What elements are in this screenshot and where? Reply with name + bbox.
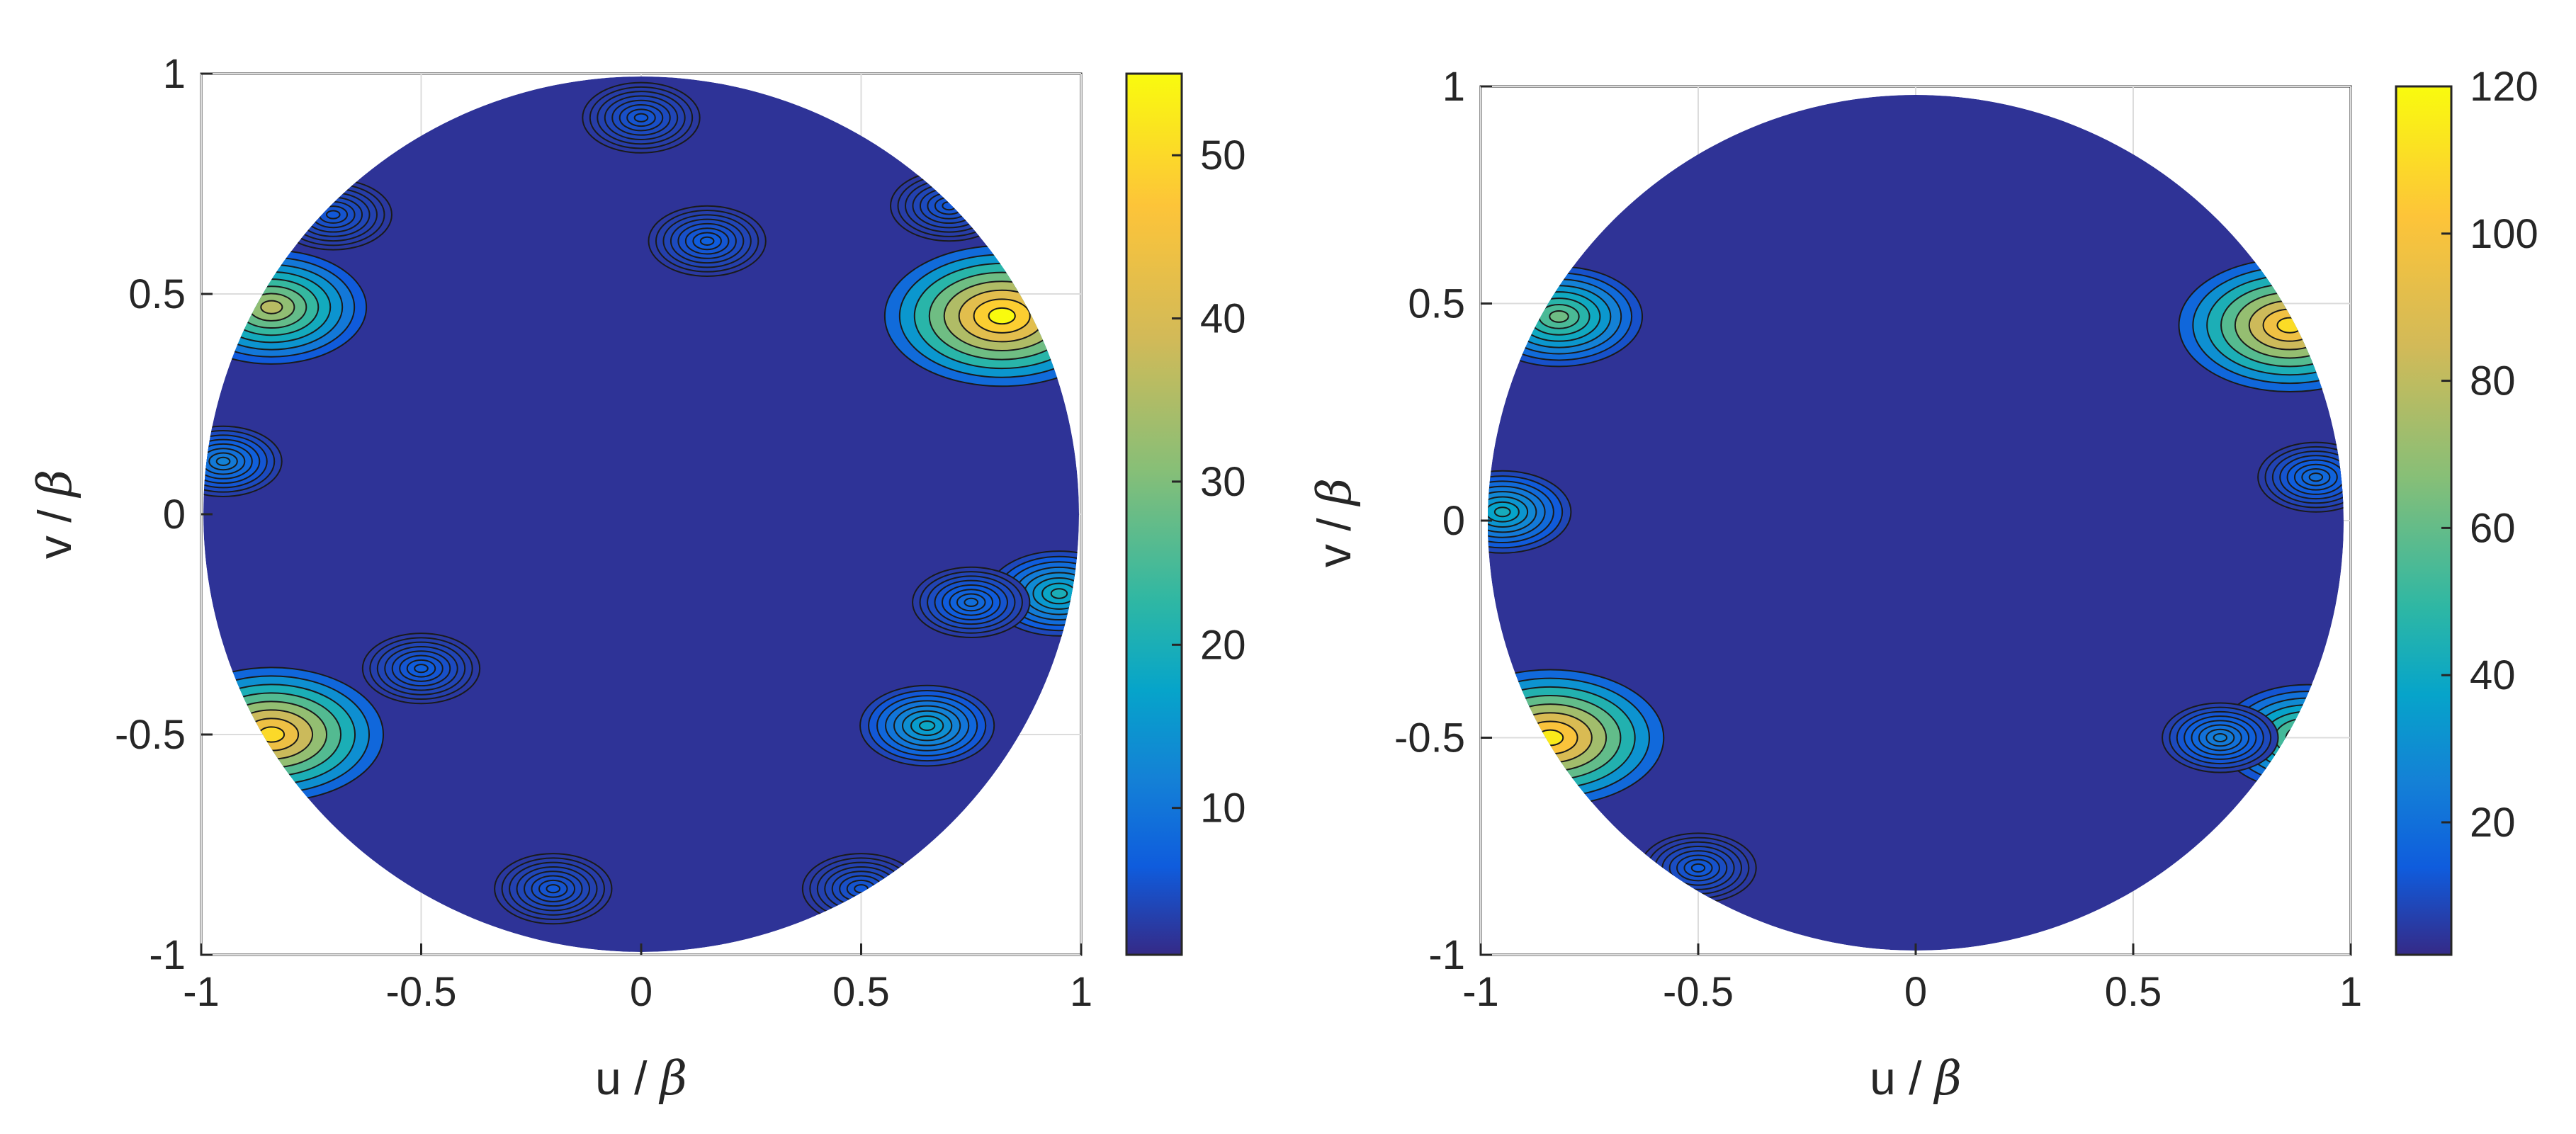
contour-level <box>699 236 715 246</box>
contour-level <box>546 884 561 894</box>
y-tick-label: -1 <box>149 932 186 978</box>
right-colorbar-ticks: 120 100 80 60 40 20 <box>2441 64 2538 846</box>
y-tick-label: -1 <box>1428 932 1465 978</box>
colorbar-tick-label: 40 <box>1200 296 1246 342</box>
hotspot <box>859 684 995 767</box>
left-panel: -1 -0.5 0 0.5 1 1 0.5 0 -0.5 -1 u / β v / β 50 40… <box>28 51 1246 1106</box>
left-y-ticks: 1 0.5 0 -0.5 -1 <box>115 51 213 978</box>
right-colorbar-gradient <box>2395 85 2453 956</box>
contour-level <box>918 720 936 731</box>
x-tick-label: 0 <box>1904 969 1927 1015</box>
right-y-axis-label: v / β <box>1307 478 1362 567</box>
left-colorbar: 50 40 30 20 10 <box>1125 72 1246 956</box>
contour-level <box>414 664 429 674</box>
hotspot <box>1488 470 1572 554</box>
x-tick-label: -1 <box>1462 969 1499 1015</box>
colorbar-tick-label: 50 <box>1200 132 1246 178</box>
left-x-ticks: -1 -0.5 0 0.5 1 <box>183 943 1092 1015</box>
y-tick-label: -0.5 <box>1394 715 1465 761</box>
y-tick-label: 1 <box>1442 64 1465 110</box>
colorbar-tick-label: 40 <box>2470 652 2516 698</box>
contour-level <box>1690 863 1706 873</box>
left-x-axis-label: u / β <box>595 1051 687 1106</box>
right-x-axis-label: u / β <box>1870 1051 1962 1106</box>
contour-level <box>988 307 1016 325</box>
left-colorbar-gradient <box>1125 72 1183 956</box>
colorbar-tick-label: 120 <box>2470 64 2538 110</box>
right-colorbar: 120 100 80 60 40 20 <box>2395 64 2538 956</box>
hotspot <box>582 81 701 154</box>
right-y-ticks: 1 0.5 0 -0.5 -1 <box>1394 64 1492 978</box>
colorbar-tick-label: 30 <box>1200 459 1246 505</box>
left-colorbar-ticks: 50 40 30 20 10 <box>1172 132 1246 832</box>
y-tick-label: 0.5 <box>128 271 186 317</box>
contour-level <box>260 300 283 314</box>
colorbar-tick-label: 80 <box>2470 358 2516 404</box>
hotspot <box>2257 441 2344 513</box>
x-tick-label: -0.5 <box>386 969 457 1015</box>
colorbar-tick-label: 10 <box>1200 786 1246 832</box>
contour-level <box>215 456 231 466</box>
hotspot <box>648 205 767 277</box>
contour-level <box>1493 506 1511 518</box>
contour-level <box>633 113 649 123</box>
x-tick-label: 0.5 <box>832 969 890 1015</box>
contour-level <box>2308 472 2324 482</box>
colorbar-tick-label: 100 <box>2470 211 2538 257</box>
right-x-ticks: -1 -0.5 0 0.5 1 <box>1462 943 2362 1015</box>
hotspot <box>494 853 613 925</box>
hotspot <box>1639 832 1757 904</box>
contour-level <box>964 597 979 607</box>
right-panel: -1 -0.5 0 0.5 1 10.50-0.5-1 u / β v / β 1201… <box>1307 64 2538 1106</box>
y-tick-label: -0.5 <box>115 712 186 758</box>
contour-level <box>1549 310 1569 323</box>
colorbar-tick-label: 20 <box>1200 622 1246 668</box>
x-tick-label: 1 <box>2339 969 2362 1015</box>
contour-level <box>2213 732 2228 743</box>
y-tick-label: 0 <box>1442 498 1465 544</box>
colorbar-tick-label: 60 <box>2470 505 2516 551</box>
x-tick-label: 1 <box>1070 969 1092 1015</box>
hotspot <box>361 633 481 705</box>
hotspot <box>912 566 1031 639</box>
left-y-axis-label: v / β <box>28 470 82 559</box>
contour-level <box>1050 588 1068 599</box>
y-tick-label: 0.5 <box>1408 281 1465 327</box>
base-level-region <box>203 76 1079 952</box>
hotspot <box>883 244 1079 387</box>
base-level-region <box>1488 95 2344 951</box>
hotspot <box>203 425 283 497</box>
x-tick-label: -0.5 <box>1663 969 1734 1015</box>
x-tick-label: 0.5 <box>2105 969 2162 1015</box>
contour-level <box>854 884 869 894</box>
contour-level <box>325 210 341 220</box>
x-tick-label: -1 <box>183 969 220 1015</box>
x-tick-label: 0 <box>630 969 653 1015</box>
y-tick-label: 1 <box>163 51 186 97</box>
colorbar-tick-label: 20 <box>2470 800 2516 846</box>
y-tick-label: 0 <box>163 492 186 538</box>
hotspot <box>2162 702 2279 773</box>
